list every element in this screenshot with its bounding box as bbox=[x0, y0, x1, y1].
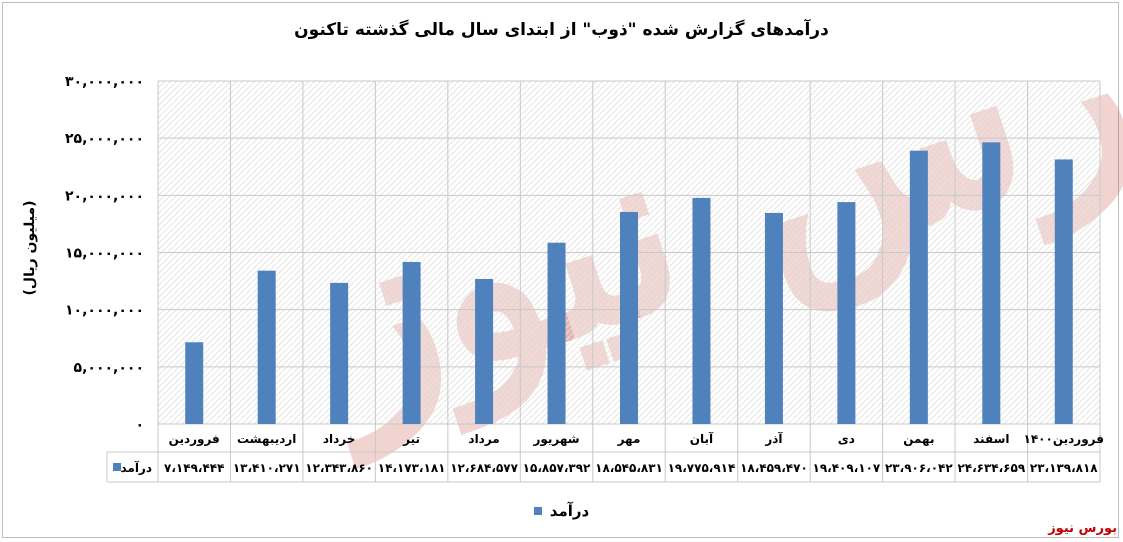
data-label: ۲۳،۹۰۶،۰۴۲ bbox=[885, 461, 953, 475]
x-tick-label: آبان bbox=[690, 431, 714, 446]
chart-title: درآمدهای گزارش شده "ذوب" از ابتدای سال م… bbox=[294, 20, 829, 40]
table-legend-swatch bbox=[113, 463, 121, 471]
x-tick-label: اسفند bbox=[973, 432, 1009, 446]
data-label: ۱۲،۶۸۴،۵۷۷ bbox=[450, 461, 518, 475]
data-label: ۲۳،۱۳۹،۸۱۸ bbox=[1030, 461, 1098, 475]
y-tick-label: ۰ bbox=[135, 417, 144, 433]
x-tick-label: بهمن bbox=[903, 432, 934, 446]
data-label: ۱۳،۴۱۰،۲۷۱ bbox=[233, 461, 301, 475]
legend: درآمد bbox=[0, 502, 1123, 520]
x-tick-label: شهریور bbox=[532, 432, 579, 447]
x-tick-label: مهر bbox=[617, 432, 641, 446]
bar bbox=[330, 282, 349, 424]
legend-swatch bbox=[533, 507, 542, 515]
x-tick-label: اردیبهشت bbox=[237, 432, 296, 446]
bar bbox=[692, 197, 711, 424]
x-tick-label: فروردین۱۴۰۰ bbox=[1024, 432, 1104, 447]
bar bbox=[402, 261, 421, 424]
data-label: ۱۲،۳۴۳،۸۶۰ bbox=[305, 461, 373, 475]
data-label: ۱۵،۸۵۷،۳۹۲ bbox=[523, 461, 591, 475]
bar bbox=[620, 211, 638, 424]
data-label: ۱۸،۴۵۹،۴۷۰ bbox=[740, 461, 808, 475]
x-tick-label: دی bbox=[838, 432, 855, 446]
data-label: ۱۸،۵۴۵،۸۳۱ bbox=[595, 461, 663, 475]
x-tick-label: تیر bbox=[402, 432, 420, 446]
data-label: ۱۴،۱۷۳،۱۸۱ bbox=[378, 461, 446, 475]
table-row-label: درآمد bbox=[120, 460, 152, 475]
bar bbox=[837, 202, 856, 424]
bar bbox=[764, 212, 783, 424]
x-tick-label: خرداد bbox=[323, 432, 356, 446]
data-label: ۲۴،۶۳۴،۶۵۹ bbox=[957, 461, 1025, 475]
y-tick-label: ۵,۰۰۰,۰۰۰ bbox=[74, 360, 144, 376]
y-tick-label: ۲۰,۰۰۰,۰۰۰ bbox=[65, 188, 144, 204]
data-label: ۱۹،۷۷۵،۹۱۴ bbox=[668, 461, 736, 475]
data-label: ۷،۱۴۹،۴۴۴ bbox=[164, 461, 224, 475]
x-tick-label: آذر bbox=[764, 431, 783, 446]
bar bbox=[185, 342, 204, 424]
x-tick-label: فروردین bbox=[169, 432, 220, 447]
y-tick-label: ۳۰,۰۰۰,۰۰۰ bbox=[65, 74, 144, 90]
data-label: ۱۹،۴۰۹،۱۰۷ bbox=[813, 461, 881, 475]
source-label: بورس نیوز bbox=[1048, 521, 1117, 536]
bar bbox=[1054, 159, 1073, 424]
y-tick-label: ۲۵,۰۰۰,۰۰۰ bbox=[65, 131, 144, 147]
x-tick-label: مرداد bbox=[468, 432, 499, 446]
bar bbox=[909, 150, 928, 424]
y-tick-label: ۱۰,۰۰۰,۰۰۰ bbox=[65, 303, 144, 319]
bar bbox=[547, 242, 566, 424]
y-tick-label: ۱۵,۰۰۰,۰۰۰ bbox=[65, 246, 144, 262]
bar bbox=[982, 142, 1001, 424]
bar bbox=[475, 278, 494, 424]
bar bbox=[257, 270, 276, 424]
legend-label: درآمد bbox=[549, 502, 590, 520]
